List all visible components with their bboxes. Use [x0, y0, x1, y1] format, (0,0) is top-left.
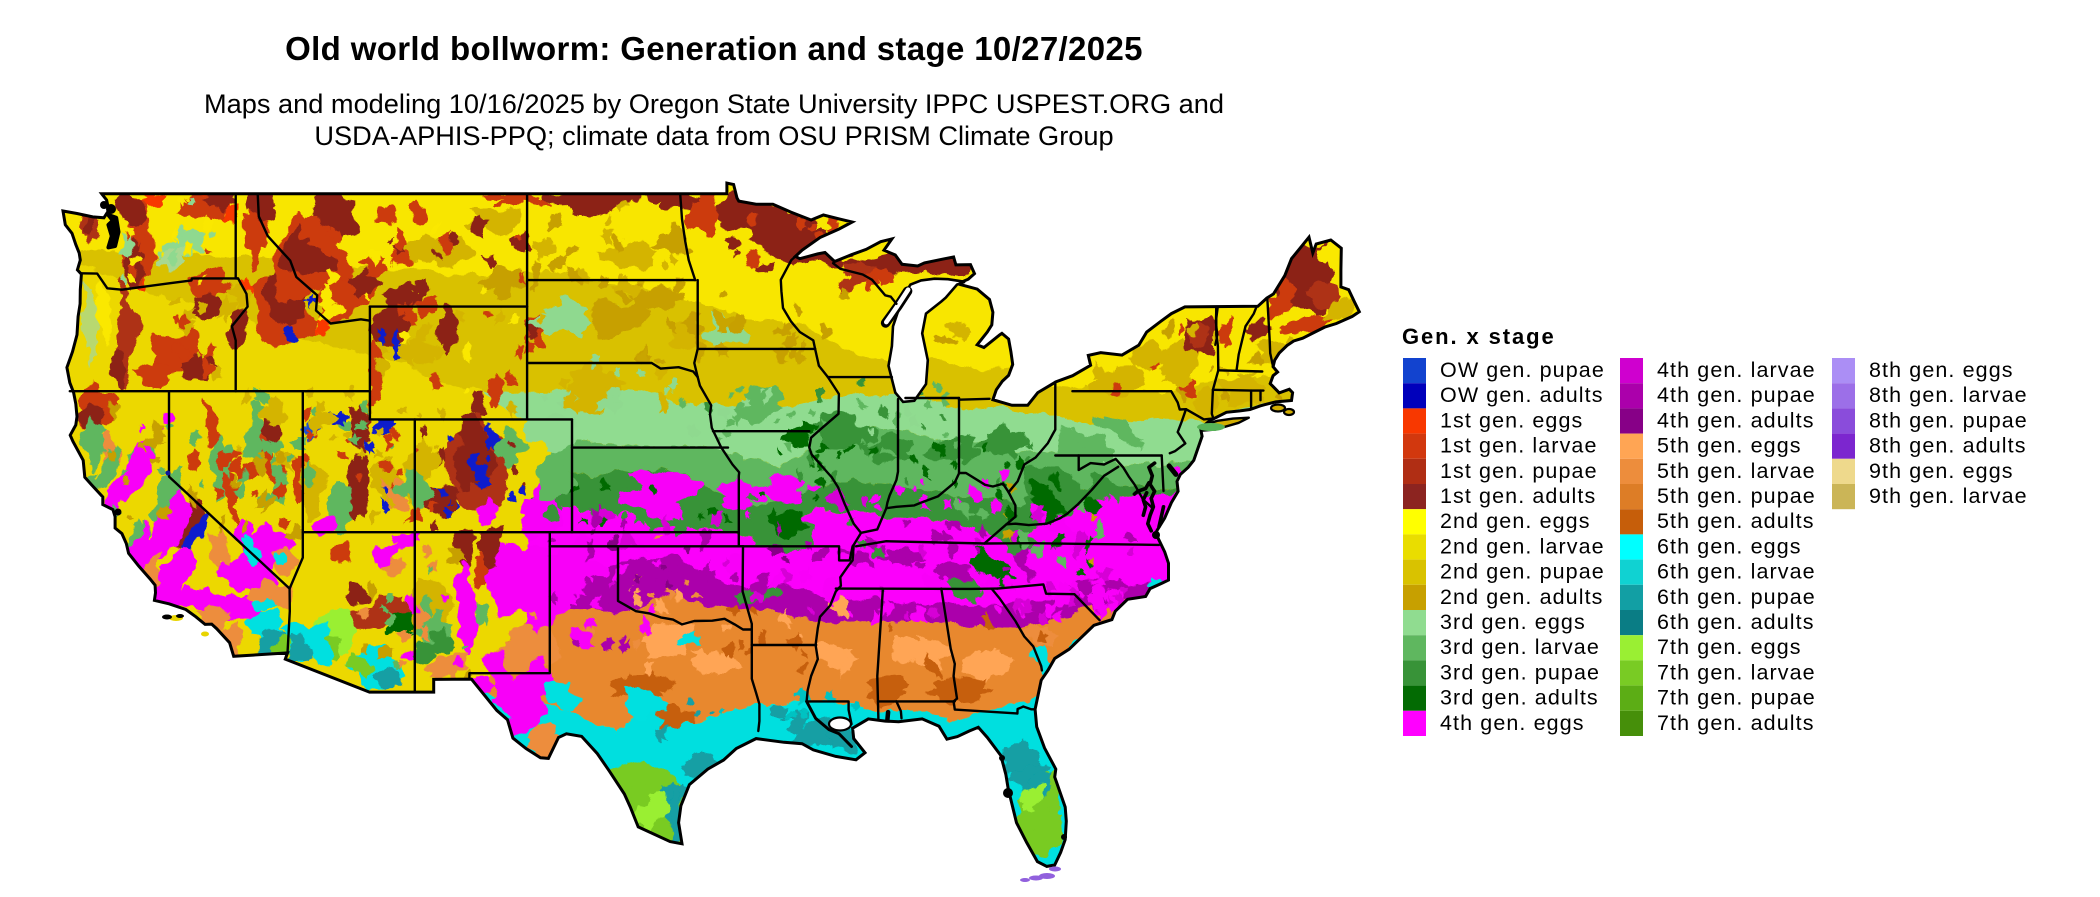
svg-text:OW gen. pupae: OW gen. pupae: [1440, 358, 1605, 382]
svg-text:9th gen. eggs: 9th gen. eggs: [1869, 459, 2014, 483]
svg-text:2nd gen. eggs: 2nd gen. eggs: [1440, 509, 1591, 533]
svg-text:Old world bollworm: Generation: Old world bollworm: Generation and stage…: [285, 30, 1143, 67]
svg-text:5th gen. adults: 5th gen. adults: [1657, 509, 1815, 533]
svg-text:4th gen. eggs: 4th gen. eggs: [1440, 711, 1585, 735]
svg-text:1st gen. larvae: 1st gen. larvae: [1440, 434, 1598, 458]
svg-text:4th gen. pupae: 4th gen. pupae: [1657, 383, 1816, 407]
svg-text:2nd gen. adults: 2nd gen. adults: [1440, 585, 1604, 609]
svg-text:7th gen. eggs: 7th gen. eggs: [1657, 635, 1802, 659]
svg-text:6th gen. larvae: 6th gen. larvae: [1657, 560, 1816, 584]
svg-text:Maps and modeling 10/16/2025 b: Maps and modeling 10/16/2025 by Oregon S…: [204, 88, 1224, 119]
svg-text:OW gen. adults: OW gen. adults: [1440, 383, 1604, 407]
svg-text:8th gen. eggs: 8th gen. eggs: [1869, 358, 2014, 382]
svg-text:3rd gen. eggs: 3rd gen. eggs: [1440, 610, 1586, 634]
svg-text:7th gen. pupae: 7th gen. pupae: [1657, 686, 1816, 710]
svg-text:3rd gen. adults: 3rd gen. adults: [1440, 686, 1599, 710]
svg-text:Gen. x stage: Gen. x stage: [1402, 324, 1556, 349]
svg-text:8th gen. larvae: 8th gen. larvae: [1869, 383, 2028, 407]
svg-text:4th gen. larvae: 4th gen. larvae: [1657, 358, 1816, 382]
svg-text:7th gen. adults: 7th gen. adults: [1657, 711, 1815, 735]
svg-text:4th gen. adults: 4th gen. adults: [1657, 408, 1815, 432]
svg-text:8th gen. pupae: 8th gen. pupae: [1869, 408, 2028, 432]
svg-text:7th gen. larvae: 7th gen. larvae: [1657, 660, 1816, 684]
svg-text:1st gen. adults: 1st gen. adults: [1440, 484, 1596, 508]
svg-text:3rd gen. pupae: 3rd gen. pupae: [1440, 660, 1600, 684]
svg-text:3rd gen. larvae: 3rd gen. larvae: [1440, 635, 1600, 659]
svg-text:6th gen. adults: 6th gen. adults: [1657, 610, 1815, 634]
svg-text:5th gen. pupae: 5th gen. pupae: [1657, 484, 1816, 508]
svg-text:2nd gen. pupae: 2nd gen. pupae: [1440, 560, 1605, 584]
svg-text:1st gen. eggs: 1st gen. eggs: [1440, 408, 1583, 432]
svg-text:6th gen. pupae: 6th gen. pupae: [1657, 585, 1816, 609]
svg-text:6th gen. eggs: 6th gen. eggs: [1657, 534, 1802, 558]
svg-text:2nd gen. larvae: 2nd gen. larvae: [1440, 534, 1605, 558]
svg-text:USDA-APHIS-PPQ; climate data f: USDA-APHIS-PPQ; climate data from OSU PR…: [314, 120, 1113, 151]
svg-text:1st gen. pupae: 1st gen. pupae: [1440, 459, 1598, 483]
svg-text:5th gen. larvae: 5th gen. larvae: [1657, 459, 1816, 483]
svg-text:8th gen. adults: 8th gen. adults: [1869, 434, 2027, 458]
svg-text:9th gen. larvae: 9th gen. larvae: [1869, 484, 2028, 508]
svg-text:5th gen. eggs: 5th gen. eggs: [1657, 434, 1802, 458]
